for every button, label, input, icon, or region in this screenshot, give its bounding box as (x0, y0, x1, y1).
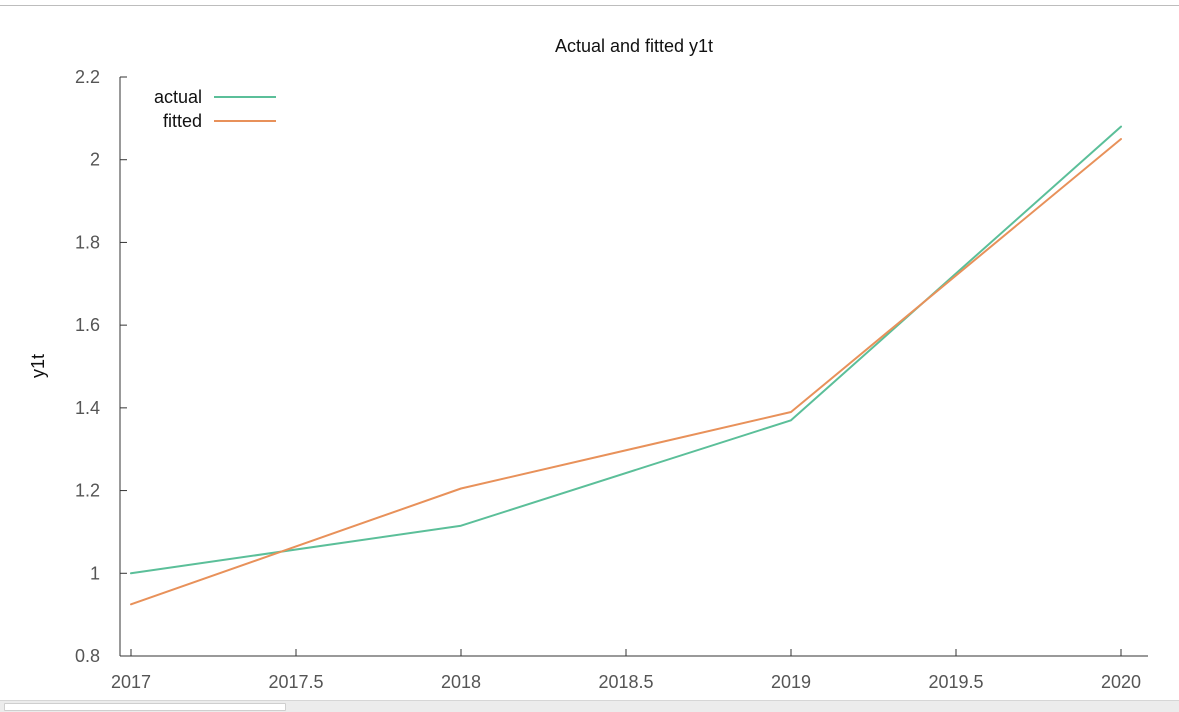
legend: actual fitted (154, 87, 276, 131)
x-tick-label: 2018 (441, 672, 481, 692)
y-ticks: 0.8 1 1.2 1.4 1.6 1.8 2 2.2 (75, 67, 127, 666)
x-ticks: 2017 2017.5 2018 2018.5 2019 2019.5 2020 (111, 649, 1141, 692)
x-tick-label: 2018.5 (598, 672, 653, 692)
chart-title: Actual and fitted y1t (555, 36, 713, 56)
x-tick-label: 2019 (771, 672, 811, 692)
y-axis-label: y1t (28, 354, 48, 378)
horizontal-scrollbar-thumb[interactable] (4, 703, 286, 711)
y-tick-label: 1 (90, 563, 100, 583)
top-divider (0, 5, 1179, 6)
x-tick-label: 2019.5 (928, 672, 983, 692)
axes (119, 77, 1148, 657)
series-line-actual (130, 125, 1122, 575)
legend-label-actual: actual (154, 87, 202, 107)
series-lines (130, 125, 1122, 606)
y-tick-label: 0.8 (75, 646, 100, 666)
y-tick-label: 1.2 (75, 481, 100, 501)
x-tick-label: 2017 (111, 672, 151, 692)
x-tick-label: 2020 (1101, 672, 1141, 692)
y-tick-label: 1.8 (75, 232, 100, 252)
x-tick-label: 2017.5 (268, 672, 323, 692)
series-line-fitted (130, 138, 1122, 606)
y-tick-label: 1.4 (75, 398, 100, 418)
y-tick-label: 2 (90, 150, 100, 170)
y-tick-label: 1.6 (75, 315, 100, 335)
horizontal-scrollbar-track[interactable] (0, 700, 1179, 712)
legend-label-fitted: fitted (163, 111, 202, 131)
y-tick-label: 2.2 (75, 67, 100, 87)
